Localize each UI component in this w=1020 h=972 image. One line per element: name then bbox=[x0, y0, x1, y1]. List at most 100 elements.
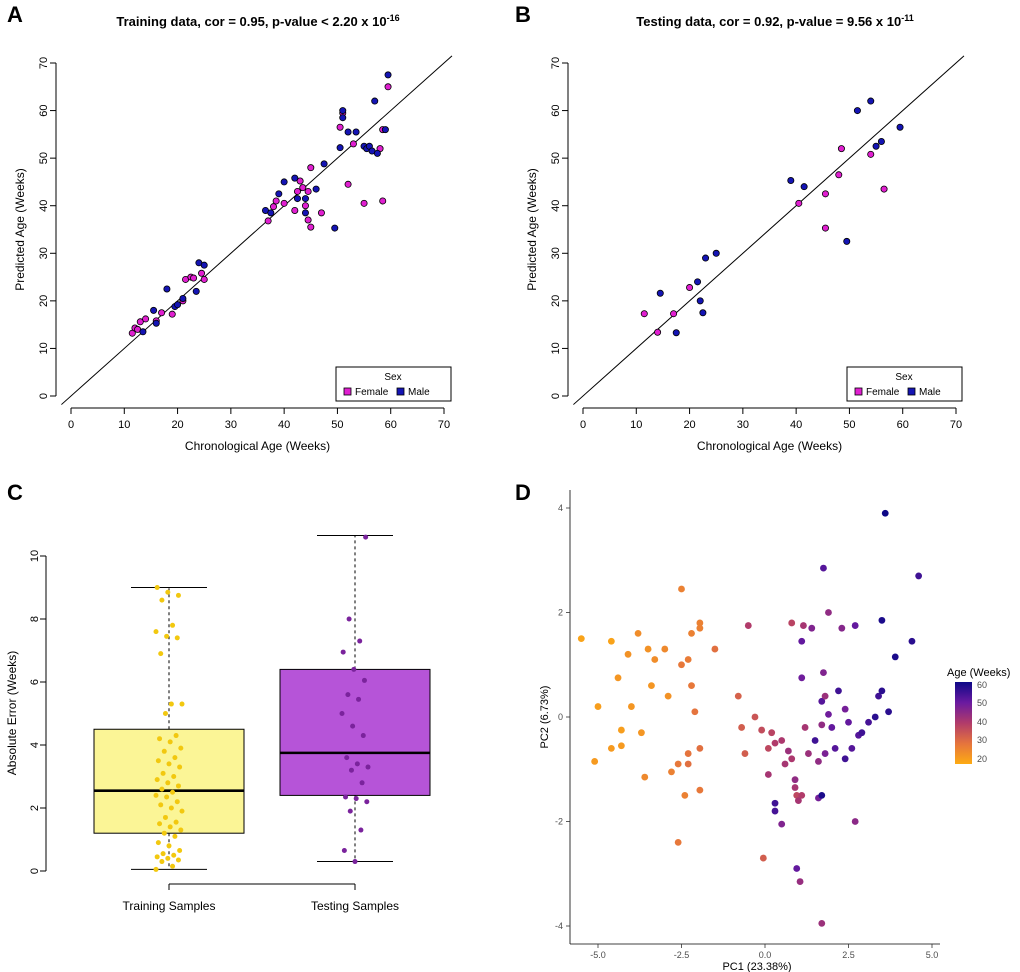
pca-point bbox=[798, 637, 806, 645]
pca-point bbox=[825, 609, 832, 616]
pca-point bbox=[696, 624, 704, 632]
data-point-male bbox=[896, 123, 904, 131]
panel-b-title-main: Testing data, cor = 0.92, p-value = 9.56… bbox=[636, 14, 901, 29]
jitter-point bbox=[357, 638, 363, 644]
data-point-female bbox=[198, 269, 206, 277]
jitter-point bbox=[177, 848, 183, 854]
pca-point bbox=[641, 773, 649, 781]
jitter-point bbox=[162, 711, 168, 716]
jitter-point bbox=[158, 802, 164, 808]
pca-point bbox=[771, 739, 779, 747]
pca-point bbox=[644, 645, 652, 653]
pca-point bbox=[594, 703, 602, 710]
jitter-point bbox=[155, 840, 161, 846]
pca-point bbox=[771, 799, 779, 807]
pca-point bbox=[696, 619, 704, 627]
panel-a-title-main: Training data, cor = 0.95, p-value < 2.2… bbox=[116, 14, 386, 29]
data-point-female bbox=[344, 180, 352, 188]
pca-point bbox=[764, 771, 772, 778]
pca-point bbox=[908, 637, 916, 645]
data-point-female bbox=[880, 185, 888, 193]
jitter-point bbox=[168, 701, 174, 707]
jitter-point bbox=[361, 677, 367, 683]
pca-point bbox=[684, 750, 692, 757]
jitter-point bbox=[179, 701, 185, 707]
pca-point bbox=[688, 682, 695, 690]
data-point-male bbox=[200, 261, 208, 269]
data-point-female bbox=[349, 140, 357, 148]
pca-point bbox=[651, 656, 659, 663]
jitter-point bbox=[159, 786, 165, 792]
pca-point bbox=[793, 791, 801, 799]
pca-point bbox=[865, 718, 872, 726]
data-point-female bbox=[640, 310, 648, 318]
jitter-point bbox=[168, 805, 174, 811]
jitter-point bbox=[346, 616, 352, 622]
data-point-female bbox=[304, 216, 312, 224]
y-tick-label: 10 bbox=[29, 550, 41, 562]
jitter-point bbox=[170, 622, 176, 628]
pca-point bbox=[821, 750, 829, 757]
pca-point bbox=[758, 726, 766, 734]
y-tick-label: 70 bbox=[550, 57, 562, 69]
legend-label-male: Male bbox=[408, 387, 430, 398]
pca-point bbox=[845, 718, 852, 726]
jitter-point bbox=[340, 649, 346, 655]
jitter-point bbox=[154, 854, 160, 860]
pca-point bbox=[793, 865, 801, 872]
pca-point bbox=[614, 674, 622, 682]
data-point-male bbox=[712, 249, 720, 257]
data-point-female bbox=[317, 209, 325, 217]
x-tick-label: 0 bbox=[580, 419, 586, 431]
data-point-male bbox=[293, 195, 301, 203]
jitter-point bbox=[161, 830, 167, 836]
jitter-point bbox=[164, 794, 170, 800]
pca-point bbox=[678, 661, 685, 669]
data-point-female bbox=[293, 187, 301, 195]
pca-point bbox=[831, 744, 839, 752]
jitter-point bbox=[161, 748, 167, 754]
jitter-point bbox=[359, 780, 365, 786]
data-point-male bbox=[696, 297, 704, 305]
x-tick-label: 20 bbox=[171, 419, 183, 431]
pca-point bbox=[891, 653, 899, 661]
pca-point bbox=[818, 697, 826, 705]
data-point-male bbox=[267, 209, 275, 217]
y-tick-label: 0 bbox=[550, 393, 562, 399]
pca-point bbox=[607, 744, 615, 752]
x-tick-label: -2.5 bbox=[674, 950, 690, 960]
pca-point bbox=[617, 742, 625, 750]
legend-label-female: Female bbox=[866, 387, 900, 398]
jitter-point bbox=[348, 767, 354, 773]
pca-point bbox=[818, 721, 826, 729]
jitter-point bbox=[171, 852, 177, 858]
pca-point bbox=[878, 687, 886, 695]
pca-point bbox=[674, 839, 682, 846]
jitter-point bbox=[178, 827, 184, 833]
reference-line bbox=[61, 55, 453, 405]
legend-label-male: Male bbox=[919, 387, 941, 398]
data-point-female bbox=[686, 284, 694, 292]
reference-line bbox=[573, 55, 965, 405]
data-point-female bbox=[264, 217, 272, 225]
x-tick-label: 50 bbox=[331, 419, 343, 431]
pca-point bbox=[668, 768, 675, 776]
jitter-point bbox=[165, 780, 171, 786]
y-tick-label: 8 bbox=[29, 616, 41, 622]
legend-title: Sex bbox=[895, 372, 912, 383]
y-tick-label: 40 bbox=[38, 200, 50, 212]
pca-point bbox=[851, 818, 859, 825]
pca-point bbox=[858, 729, 866, 737]
jitter-point bbox=[162, 814, 168, 820]
jitter-point bbox=[159, 597, 165, 603]
pca-point bbox=[684, 760, 692, 768]
y-axis-label: Predicted Age (Weeks) bbox=[525, 168, 539, 291]
x-tick-label: 30 bbox=[225, 419, 237, 431]
legend-swatch-male bbox=[907, 387, 916, 396]
jitter-point bbox=[165, 589, 171, 595]
jitter-point bbox=[171, 774, 177, 779]
data-point-female bbox=[136, 318, 144, 326]
jitter-point bbox=[173, 733, 179, 739]
panel-c-letter: C bbox=[7, 480, 23, 505]
